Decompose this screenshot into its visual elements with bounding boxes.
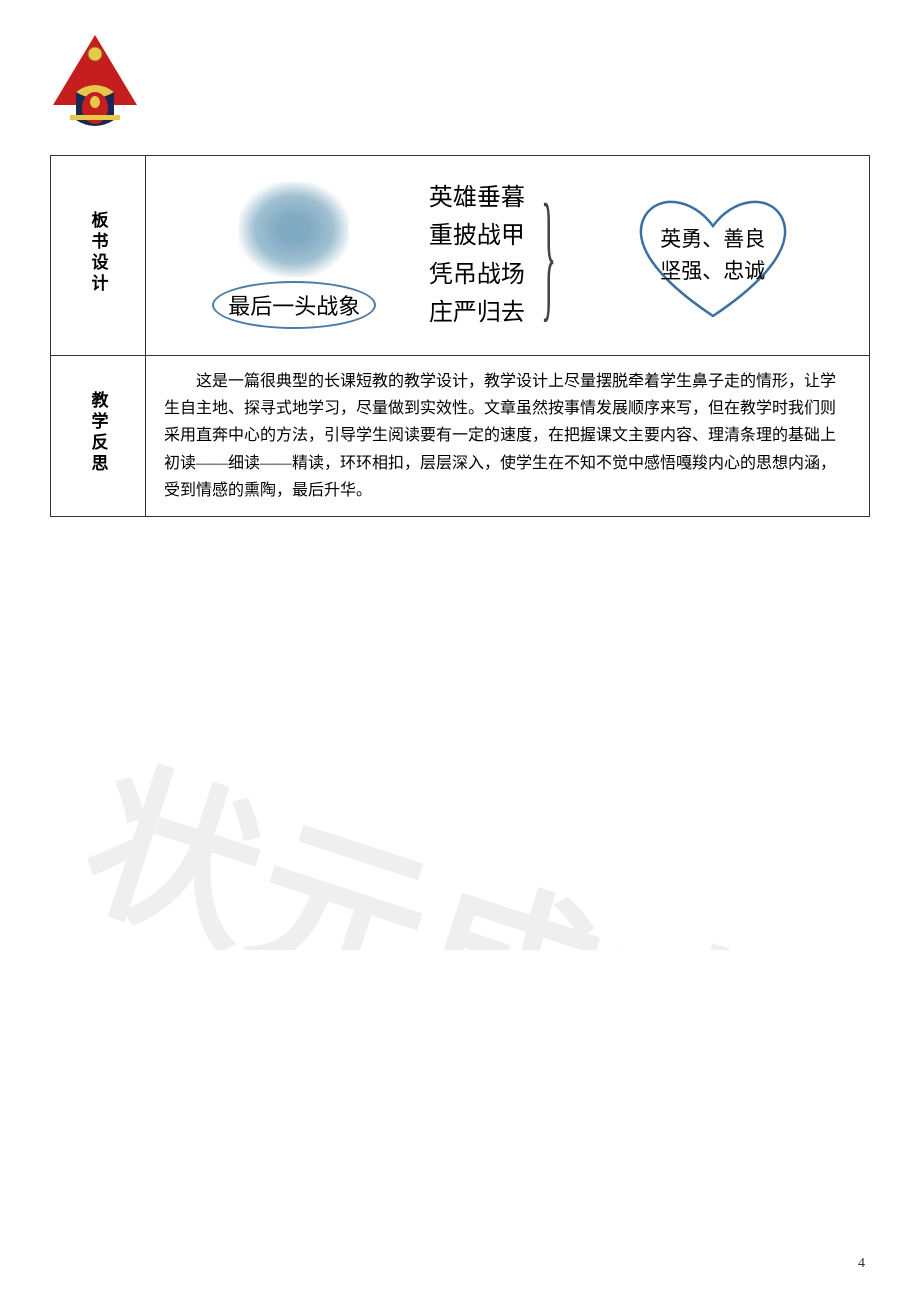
center-line-2: 重披战甲 xyxy=(429,217,525,255)
center-block: 英雄垂暮 重披战甲 凭吊战场 庄严归去 } xyxy=(429,179,570,333)
watermark-text: 状元成才路 xyxy=(80,702,840,950)
logo-svg xyxy=(50,30,140,130)
row-label-text: 板书设计 xyxy=(86,211,111,295)
title-bubble: 最后一头战象 xyxy=(212,182,376,329)
center-line-1: 英雄垂暮 xyxy=(429,179,525,217)
board-diagram-cell: 最后一头战象 英雄垂暮 重披战甲 凭吊战场 庄严归去 } xyxy=(146,156,870,356)
heart-wrap: 英勇、善良 坚强、忠诚 xyxy=(623,186,803,326)
heart-line-1: 英勇、善良 xyxy=(660,224,765,256)
lesson-table: 板书设计 最后一头战象 英雄垂暮 重披战甲 凭吊战场 庄严归去 } xyxy=(50,155,870,517)
row-board-design: 板书设计 最后一头战象 英雄垂暮 重披战甲 凭吊战场 庄严归去 } xyxy=(51,156,870,356)
diagram-wrap: 最后一头战象 英雄垂暮 重披战甲 凭吊战场 庄严归去 } xyxy=(156,166,859,345)
center-line-3: 凭吊战场 xyxy=(429,256,525,294)
row-label-cell: 板书设计 xyxy=(51,156,146,356)
reflection-cell: 这是一篇很典型的长课短教的教学设计，教学设计上尽量摆脱牵着学生鼻子走的情形，让学… xyxy=(146,356,870,517)
elephant-image xyxy=(239,182,349,277)
brand-logo xyxy=(50,30,140,130)
lesson-title: 最后一头战象 xyxy=(212,281,376,329)
center-lines: 英雄垂暮 重披战甲 凭吊战场 庄严归去 xyxy=(429,179,525,333)
row-label-text-2: 教学反思 xyxy=(86,391,111,475)
heart-text: 英勇、善良 坚强、忠诚 xyxy=(660,224,765,287)
row-label-cell-2: 教学反思 xyxy=(51,356,146,517)
reflection-paragraph: 这是一篇很典型的长课短教的教学设计，教学设计上尽量摆脱牵着学生鼻子走的情形，让学… xyxy=(164,368,851,504)
center-line-4: 庄严归去 xyxy=(429,294,525,332)
row-reflection: 教学反思 这是一篇很典型的长课短教的教学设计，教学设计上尽量摆脱牵着学生鼻子走的… xyxy=(51,356,870,517)
brace-icon: } xyxy=(541,205,556,306)
page-number: 4 xyxy=(858,1256,865,1272)
heart-line-2: 坚强、忠诚 xyxy=(660,256,765,288)
